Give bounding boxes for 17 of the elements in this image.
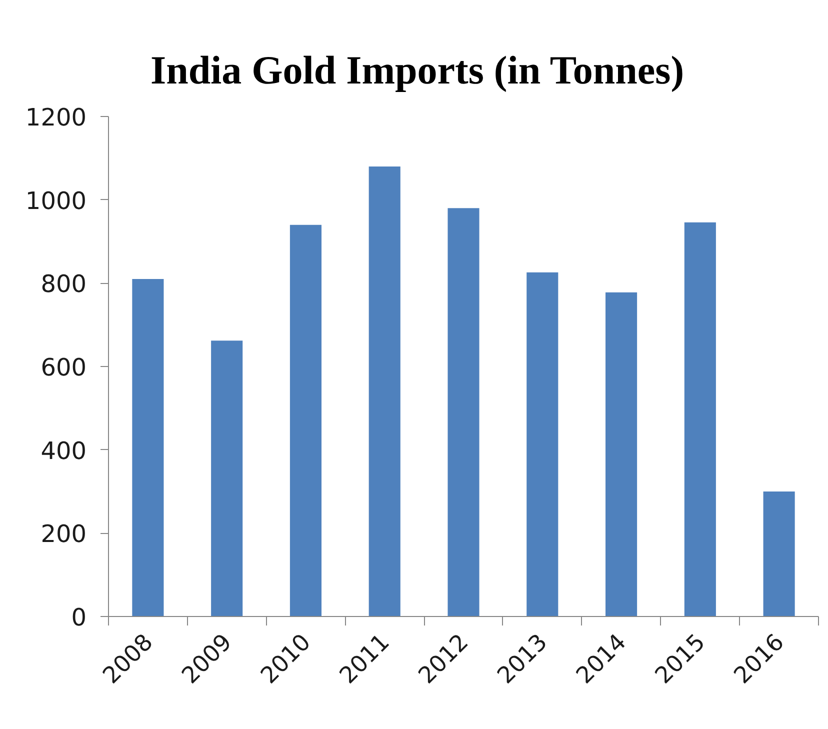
y-tick-label: 1000 <box>25 186 86 215</box>
y-tick-label: 400 <box>40 436 87 465</box>
bar <box>448 208 480 616</box>
y-tick-label: 0 <box>71 604 87 632</box>
y-tick-label: 600 <box>40 354 87 382</box>
bar <box>684 222 716 616</box>
bar <box>606 292 638 616</box>
bar <box>290 224 322 616</box>
y-tick-label: 200 <box>40 520 87 548</box>
chart-title: India Gold Imports (in Tonnes) <box>150 48 684 92</box>
bar <box>526 272 558 616</box>
y-tick-label: 800 <box>40 270 87 298</box>
y-tick-label: 1200 <box>25 104 86 132</box>
bar <box>763 492 795 616</box>
bar <box>132 279 164 616</box>
bar <box>211 340 243 616</box>
bar <box>368 166 400 616</box>
